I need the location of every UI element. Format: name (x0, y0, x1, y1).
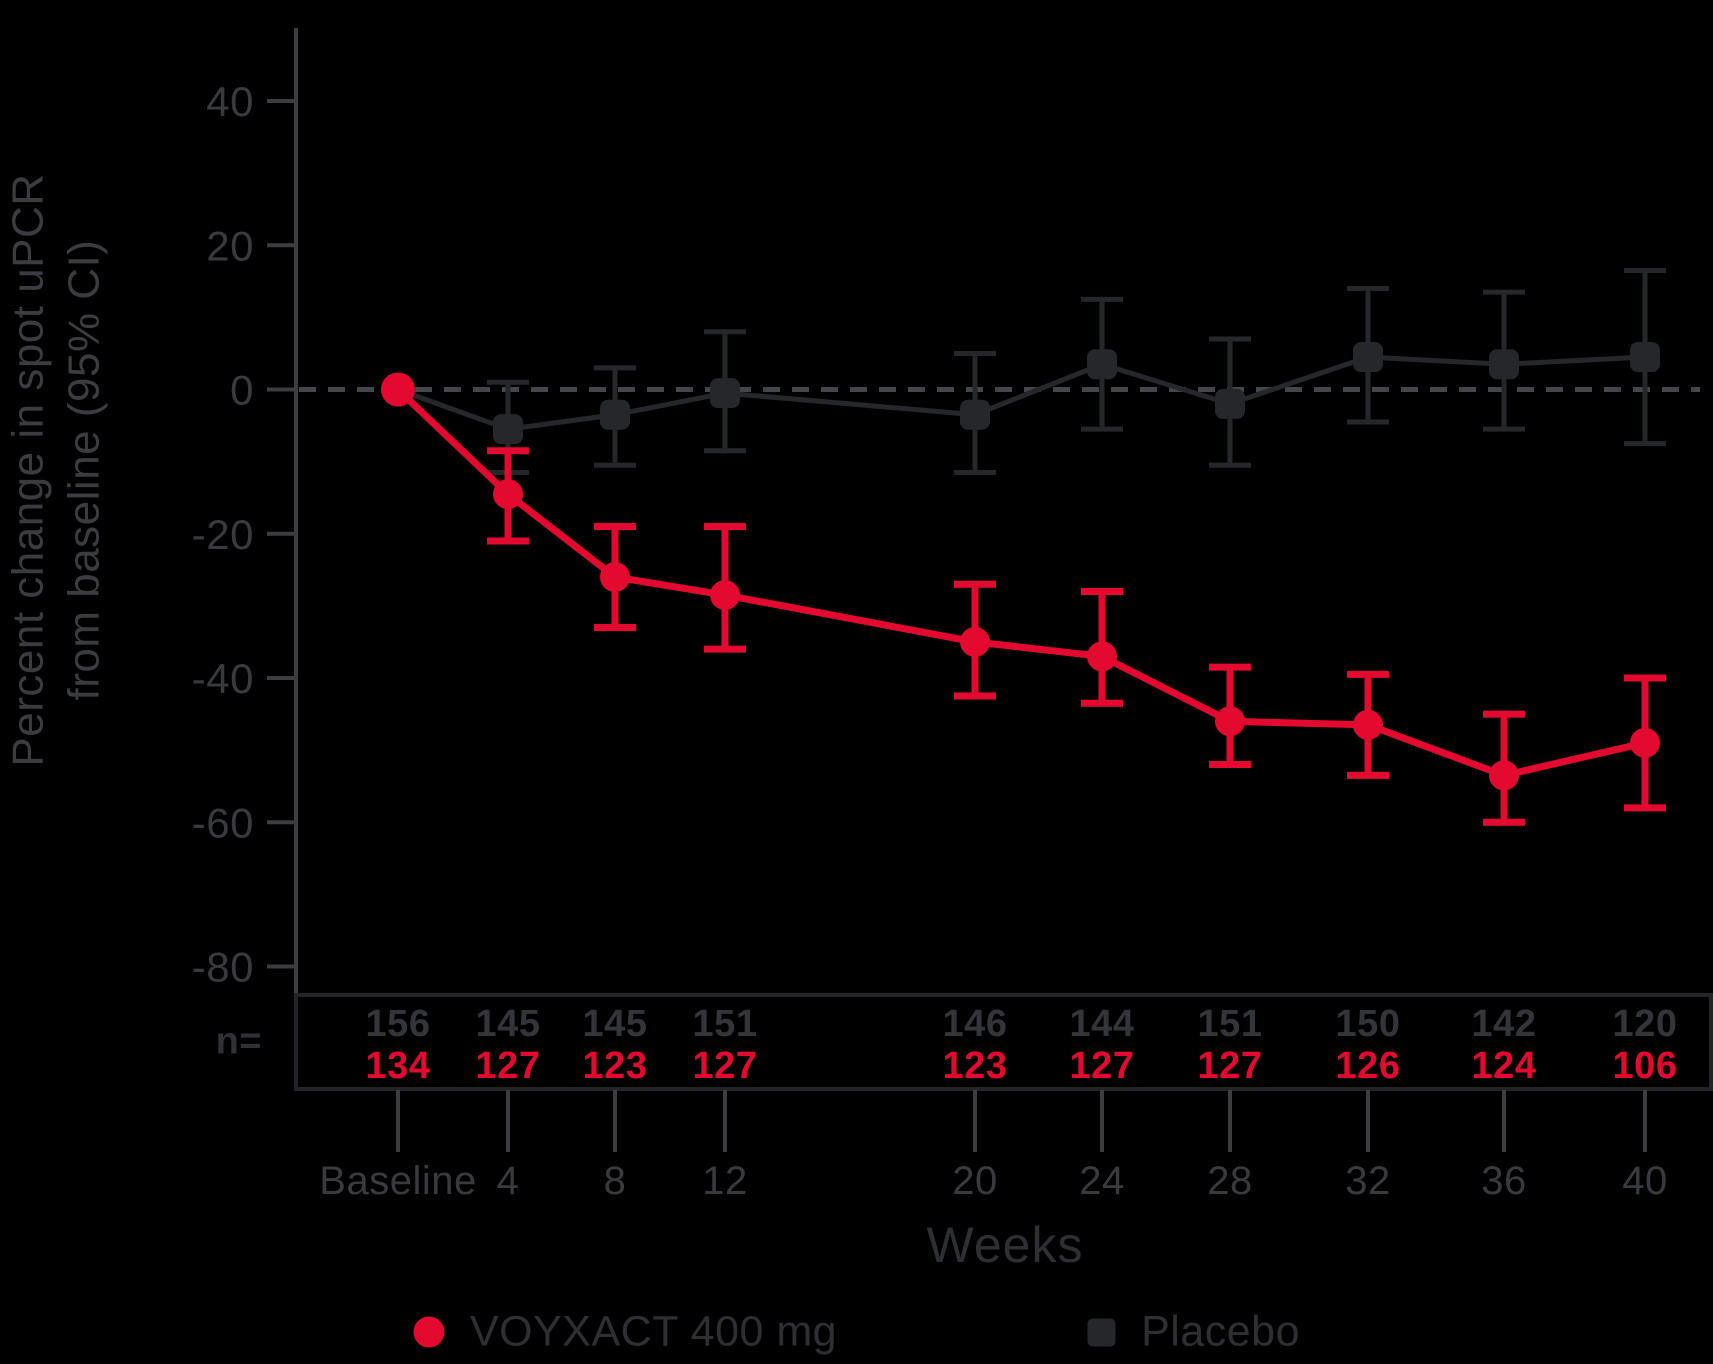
data-point-circle (710, 580, 740, 611)
y-axis-title-line2: from baseline (95% CI) (60, 239, 109, 701)
n-value-voyxact: 134 (366, 1045, 431, 1087)
n-value-voyxact: 127 (1070, 1045, 1135, 1087)
data-point-circle (600, 562, 630, 593)
n-value-voyxact: 123 (943, 1045, 1008, 1087)
data-point-circle (1630, 727, 1660, 758)
n-value-voyxact: 127 (1198, 1045, 1263, 1087)
n-value-placebo: 151 (1198, 1003, 1263, 1045)
x-tick-label: 40 (1622, 1159, 1668, 1203)
x-tick-label: 28 (1207, 1159, 1253, 1203)
data-point-square (1087, 349, 1117, 380)
n-value-voyxact: 123 (583, 1045, 648, 1087)
voyxact-circle-icon (413, 1316, 444, 1348)
n-value-voyxact: 127 (693, 1045, 758, 1087)
data-point-square (1630, 342, 1660, 373)
y-tick-label: -20 (192, 511, 254, 558)
series-placebo (397, 267, 1666, 475)
y-tick-label: -60 (192, 799, 254, 846)
y-tick-label: 0 (230, 367, 254, 414)
legend-label-voyxact: VOYXACT 400 mg (470, 1307, 838, 1356)
n-table-box (294, 993, 1713, 1091)
data-point-square (960, 399, 990, 430)
x-tick-label: 20 (952, 1159, 998, 1203)
data-point-circle (1489, 760, 1519, 791)
x-tick-label: 36 (1481, 1159, 1527, 1203)
n-equals-label: n= (215, 1020, 262, 1063)
data-point-square (1353, 342, 1383, 373)
data-point-circle (381, 372, 415, 407)
n-value-voyxact: 127 (476, 1045, 541, 1087)
x-tick-label: Baseline (319, 1159, 476, 1203)
y-tick-label: 20 (206, 222, 254, 269)
n-value-voyxact: 106 (1613, 1045, 1678, 1087)
x-tick-label: 24 (1079, 1159, 1125, 1203)
data-point-square (600, 399, 630, 430)
n-value-voyxact: 124 (1472, 1045, 1537, 1087)
x-tick-label: 32 (1345, 1159, 1391, 1203)
n-value-placebo: 151 (693, 1003, 758, 1045)
data-point-square (493, 414, 523, 445)
n-value-placebo: 145 (476, 1003, 541, 1045)
legend-item-voyxact: VOYXACT 400 mg (413, 1308, 837, 1357)
data-point-circle (1087, 641, 1117, 672)
n-value-voyxact: 126 (1336, 1045, 1401, 1087)
data-point-circle (493, 479, 523, 510)
x-tick-label: 4 (497, 1159, 520, 1203)
n-value-placebo: 146 (943, 1003, 1008, 1045)
n-value-placebo: 144 (1070, 1003, 1135, 1045)
n-value-placebo: 150 (1336, 1003, 1401, 1045)
legend-item-placebo: Placebo (1087, 1308, 1300, 1357)
x-tick-label: 8 (604, 1159, 627, 1203)
data-point-square (1215, 388, 1245, 419)
n-value-placebo: 142 (1472, 1003, 1537, 1045)
n-value-placebo: 120 (1613, 1003, 1678, 1045)
series-voyxact-400-mg (381, 372, 1666, 826)
y-tick-label: -40 (192, 655, 254, 702)
y-axis-title-line1: Percent change in spot uPCR (3, 173, 53, 767)
y-tick-label: 40 (206, 78, 254, 125)
series-line (397, 354, 1646, 432)
placebo-square-icon (1087, 1318, 1116, 1346)
data-point-square (710, 378, 740, 409)
x-tick-label: 12 (702, 1159, 748, 1203)
legend-label-placebo: Placebo (1141, 1307, 1300, 1356)
y-tick-label: -80 (192, 944, 254, 991)
data-point-circle (960, 626, 990, 657)
legend: VOYXACT 400 mg Placebo (413, 1308, 1300, 1357)
series-line (395, 386, 1646, 780)
data-point-square (1489, 349, 1519, 380)
x-axis-title: Weeks (926, 1217, 1084, 1273)
n-value-placebo: 145 (583, 1003, 648, 1045)
data-point-circle (1353, 709, 1383, 740)
data-point-circle (1215, 706, 1245, 737)
y-axis-title: Percent change in spot uPCR from baselin… (1, 0, 114, 940)
n-value-placebo: 156 (366, 1003, 431, 1045)
